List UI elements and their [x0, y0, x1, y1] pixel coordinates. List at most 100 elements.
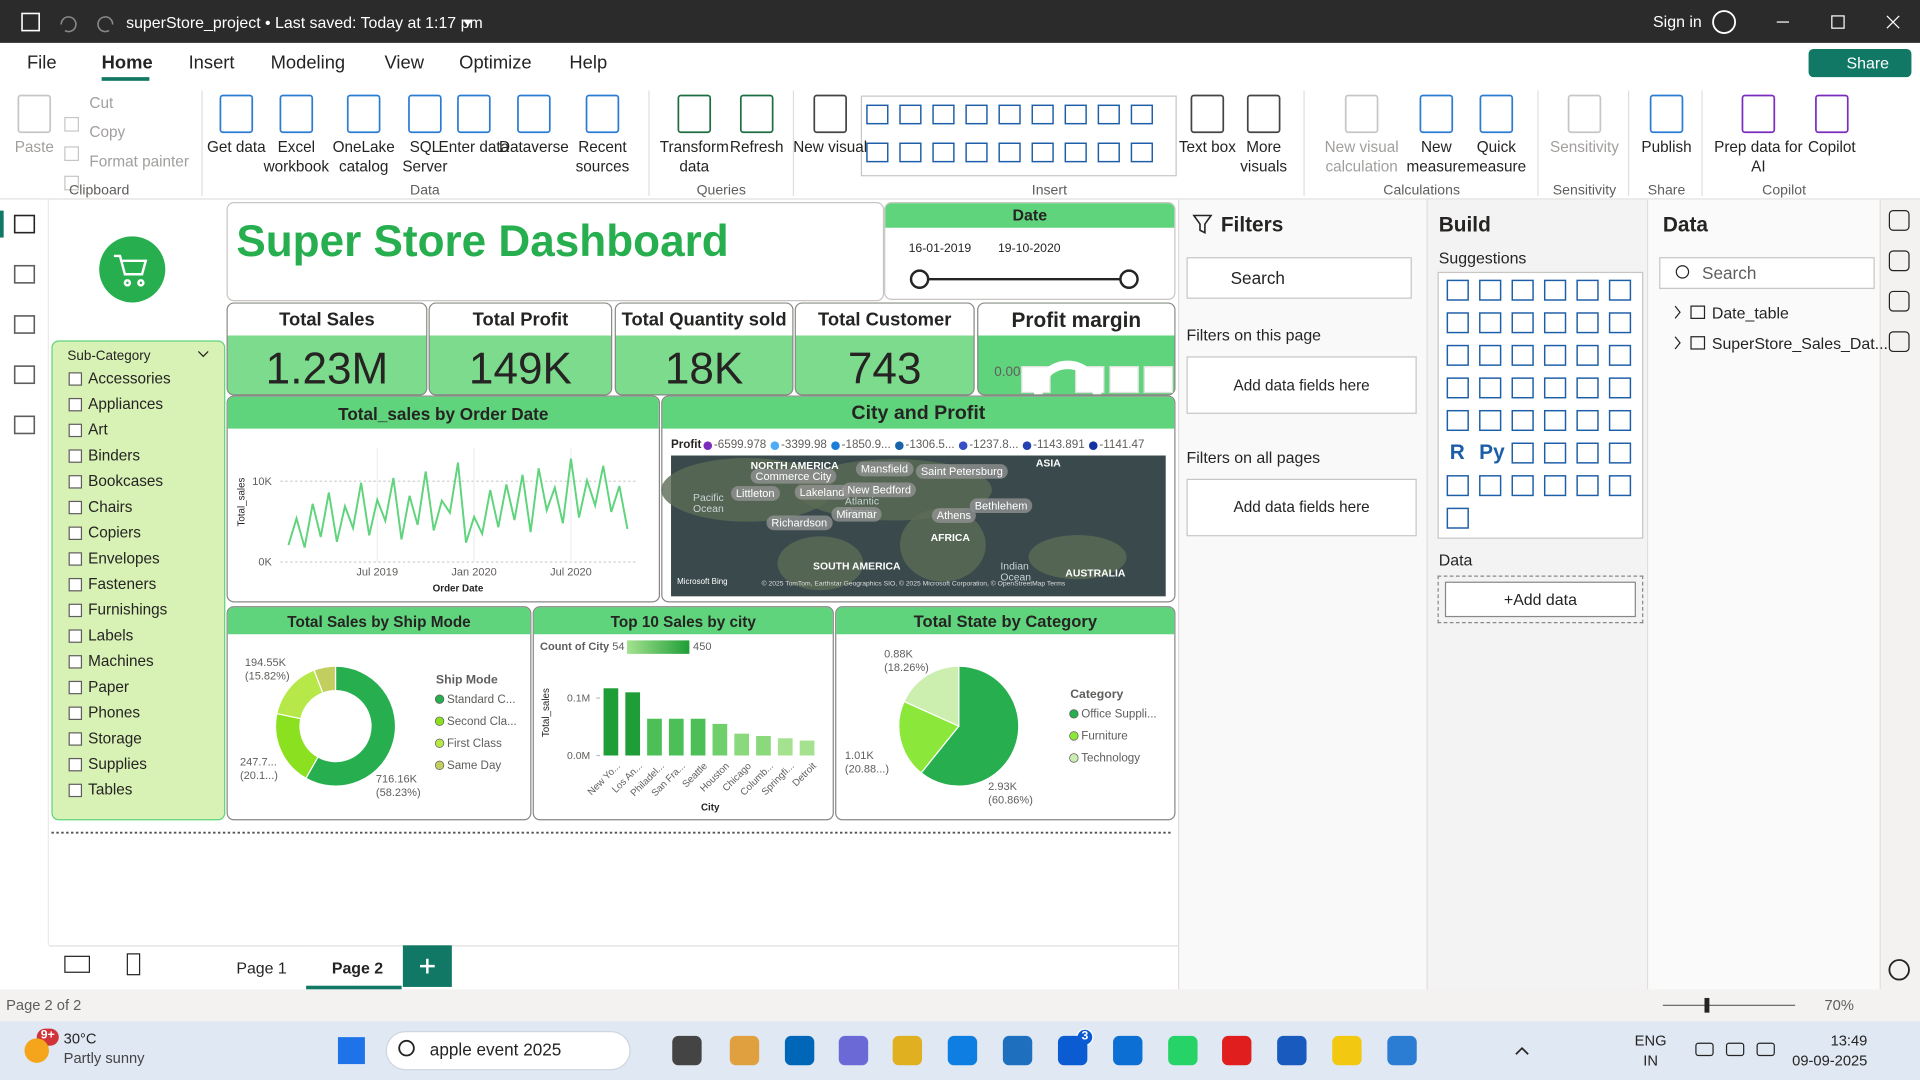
slicer-item[interactable]: Envelopes: [88, 549, 160, 567]
slicer-item[interactable]: Supplies: [88, 755, 147, 773]
slicer-checkbox[interactable]: [68, 757, 83, 772]
slicer-checkbox[interactable]: [68, 552, 83, 566]
ribbon-button[interactable]: SQL Server: [402, 138, 448, 176]
slicer-item[interactable]: Appliances: [88, 395, 164, 413]
slicer-item[interactable]: Fasteners: [88, 575, 157, 593]
ribbon-button[interactable]: Cut: [89, 94, 114, 112]
ribbon-button[interactable]: Refresh: [729, 138, 784, 156]
ribbon-button[interactable]: Paste: [14, 138, 54, 156]
ribbon-button[interactable]: Get data: [206, 138, 266, 156]
data-search[interactable]: [1659, 257, 1875, 289]
add-data-button[interactable]: [1444, 581, 1636, 618]
slicer-item[interactable]: Furnishings: [88, 601, 168, 619]
drop-zone[interactable]: [1186, 478, 1417, 537]
y-axis-label: Total_sales: [235, 477, 247, 527]
sign-in[interactable]: Sign in: [1653, 12, 1702, 31]
slicer-checkbox[interactable]: [68, 526, 83, 541]
slicer-item[interactable]: Binders: [88, 446, 141, 465]
slicer-item[interactable]: Art: [88, 421, 108, 439]
slicer-checkbox[interactable]: [68, 397, 83, 412]
slicer-checkbox[interactable]: [68, 372, 83, 386]
kpi-header: [795, 303, 974, 336]
ribbon-button[interactable]: OneLake catalog: [332, 138, 395, 176]
slicer-checkbox[interactable]: [68, 629, 83, 643]
slicer-item[interactable]: Paper: [88, 678, 130, 696]
map-provider: Microsoft Bing: [677, 577, 728, 587]
share-label[interactable]: Share: [1846, 53, 1890, 73]
slicer-item[interactable]: Bookcases: [88, 472, 164, 490]
menu-tab[interactable]: View: [384, 52, 424, 74]
ribbon-button[interactable]: Excel workbook: [263, 138, 330, 176]
slicer-checkbox[interactable]: [68, 603, 83, 618]
menu-tab[interactable]: Optimize: [459, 52, 532, 74]
legend-marker: [1069, 709, 1079, 719]
slicer-item[interactable]: Tables: [88, 781, 133, 799]
ribbon-button[interactable]: Recent sources: [575, 138, 630, 176]
ribbon-button[interactable]: Enter data: [438, 138, 510, 156]
menu-tab[interactable]: Home: [101, 52, 153, 74]
ribbon-button[interactable]: Format painter: [89, 153, 189, 171]
ribbon-button[interactable]: New measure: [1406, 138, 1467, 176]
menu-tab[interactable]: Help: [569, 52, 608, 74]
ribbon-button[interactable]: Quick measure: [1466, 138, 1527, 176]
slicer-item[interactable]: Phones: [88, 704, 141, 722]
table-name[interactable]: Date_table: [1711, 303, 1789, 323]
ribbon-button[interactable]: Sensitivity: [1550, 138, 1619, 156]
table-name[interactable]: SuperStore_Sales_Dat...: [1711, 334, 1888, 353]
slicer-checkbox[interactable]: [68, 475, 83, 489]
add-data-text[interactable]: +Add data: [1503, 590, 1577, 609]
script-visual-icon[interactable]: R: [1449, 440, 1465, 465]
page-tab[interactable]: Page 2: [331, 958, 384, 978]
visual-type-icon: [1511, 377, 1534, 399]
window-title: superStore_project • Last saved: Today a…: [126, 13, 483, 32]
visual-type-icon: [1576, 409, 1599, 432]
page-tab[interactable]: Page 1: [236, 958, 287, 978]
ribbon-button[interactable]: Text box: [1178, 138, 1236, 156]
share-button[interactable]: [1808, 48, 1912, 78]
ribbon-button[interactable]: Transform data: [659, 138, 729, 176]
active-page-tab: [306, 946, 402, 990]
legend-marker: [1069, 731, 1079, 741]
ribbon-button[interactable]: More visuals: [1240, 138, 1288, 176]
slicer-checkbox[interactable]: [68, 706, 83, 721]
slicer-item[interactable]: Labels: [88, 626, 134, 645]
ribbon-button[interactable]: Publish: [1641, 138, 1692, 156]
drop-zone[interactable]: [1186, 356, 1417, 414]
ribbon-button[interactable]: Copy: [89, 123, 126, 141]
script-visual-icon[interactable]: Py: [1479, 440, 1505, 465]
visual-type-icon: [1543, 442, 1567, 464]
visual-header-button[interactable]: [1109, 366, 1139, 394]
gallery-icon: [1031, 104, 1054, 125]
slicer-checkbox[interactable]: [68, 449, 83, 463]
menu-tab[interactable]: Modeling: [270, 52, 346, 74]
slicer-item[interactable]: Machines: [88, 652, 154, 670]
slicer-item[interactable]: Accessories: [88, 369, 171, 387]
slicer-checkbox[interactable]: [68, 655, 83, 669]
slicer-checkbox[interactable]: [68, 500, 83, 515]
legend-entry: -6599.978: [713, 438, 767, 452]
ribbon-button[interactable]: New visual calculation: [1324, 138, 1399, 176]
menu-tab[interactable]: Insert: [188, 52, 235, 74]
slicer-item[interactable]: Chairs: [88, 498, 133, 516]
date-start[interactable]: 16-01-2019: [908, 242, 972, 256]
visual-type-icon: [1511, 475, 1534, 497]
visual-header-button[interactable]: [1143, 366, 1174, 394]
slicer-checkbox[interactable]: [68, 423, 83, 438]
ribbon-button[interactable]: Prep data for AI: [1714, 138, 1803, 176]
ribbon-button[interactable]: Dataverse: [498, 138, 569, 156]
ribbon-button[interactable]: Copilot: [1807, 138, 1856, 156]
slicer-checkbox[interactable]: [68, 732, 83, 746]
filters-search[interactable]: [1186, 257, 1412, 299]
ribbon-button[interactable]: New visual: [793, 138, 868, 156]
slicer-checkbox[interactable]: [68, 783, 83, 798]
x-axis-label: Order Date: [432, 582, 484, 594]
slicer-item[interactable]: Copiers: [88, 524, 141, 542]
date-end[interactable]: 19-10-2020: [997, 242, 1061, 256]
slicer-checkbox[interactable]: [68, 680, 83, 695]
taskbar-search[interactable]: [385, 1031, 631, 1071]
y-tick-label: 0.0M: [567, 749, 591, 762]
menu-tab[interactable]: File: [26, 52, 57, 74]
slicer-checkbox[interactable]: [68, 577, 83, 592]
slicer-item[interactable]: Storage: [88, 729, 142, 747]
